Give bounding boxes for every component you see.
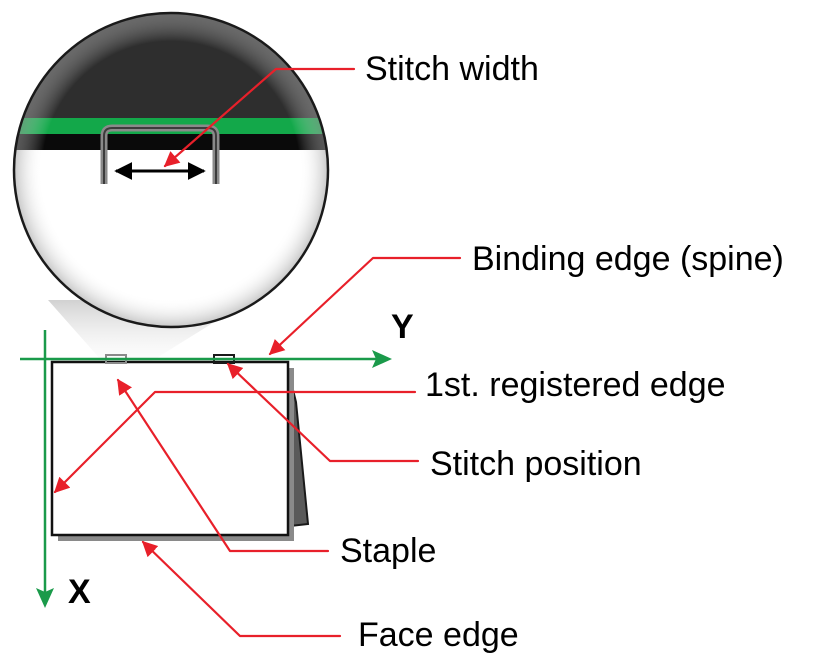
face-edge-leader [141, 540, 342, 638]
label-face-edge: Face edge [358, 616, 519, 654]
label-first-registered-edge: 1st. registered edge [425, 366, 726, 404]
booklet [50, 354, 310, 541]
label-binding-edge: Binding edge (spine) [472, 240, 784, 278]
stitch-width-leader [163, 67, 356, 168]
first-registered-edge-leader [53, 390, 417, 494]
y-axis-arrowhead [372, 350, 392, 368]
booklet-front-sheet [50, 360, 290, 537]
staple-leader [116, 378, 330, 553]
magnifier [12, 11, 330, 329]
y-axis: Y [20, 308, 414, 368]
x-axis-arrowhead [36, 588, 54, 608]
x-axis-label: X [68, 573, 91, 611]
binding-edge-leader [268, 256, 462, 356]
label-staple: Staple [340, 532, 436, 570]
label-stitch-width: Stitch width [365, 50, 539, 88]
label-stitch-position: Stitch position [430, 445, 642, 483]
x-axis: X [36, 330, 91, 611]
stitch-position-leader [226, 362, 420, 463]
y-axis-label: Y [391, 308, 414, 346]
